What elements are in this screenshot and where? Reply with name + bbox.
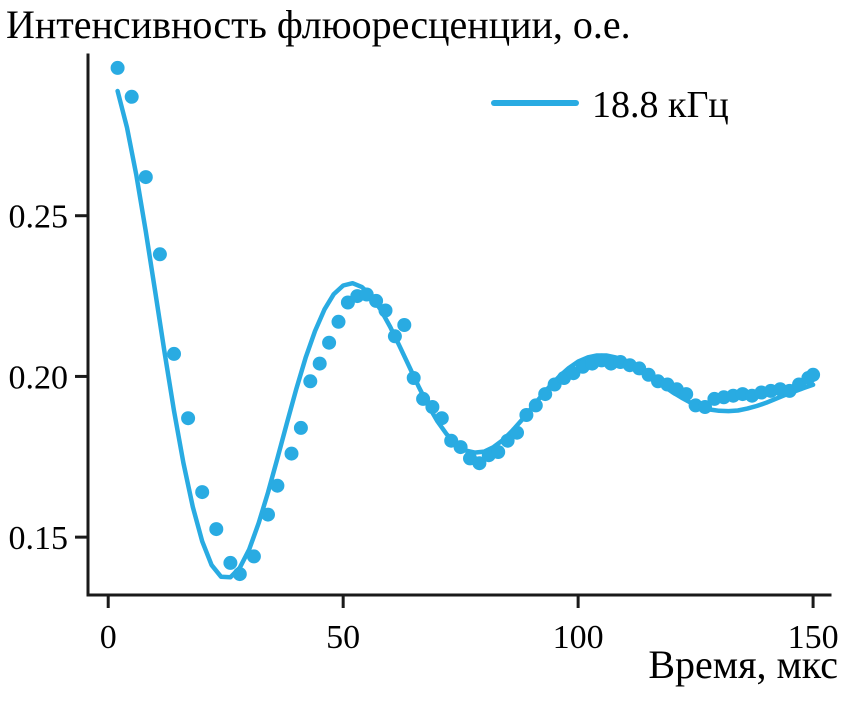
data-point [510,425,524,440]
data-point [425,400,440,414]
fit-line [115,88,816,580]
data-point [416,391,431,406]
data-point [369,293,384,308]
y-tick-label: 0.20 [9,359,69,396]
y-tick-label: 0.25 [9,199,69,236]
chart-title: Интенсивность флюоресценции, о.е. [6,2,631,47]
series-layer [110,60,821,582]
legend-label: 18.8 кГц [592,84,729,126]
data-point [138,170,153,185]
data-point [303,374,318,389]
data-point [453,440,468,455]
x-axis-label: Время, мкс [648,642,838,687]
data-point [806,367,821,382]
data-point [246,549,261,564]
x-tick-label: 0 [100,619,117,656]
data-point [331,314,346,329]
data-point [270,478,285,493]
data-point [406,371,421,385]
data-point [679,387,694,402]
x-tick-label: 50 [326,619,360,656]
data-point [152,247,167,262]
data-point [293,420,308,435]
axes-layer: 0 50 100 150 0.15 0.20 0.25 [9,53,839,656]
data-point [397,318,412,332]
y-tick-label: 0.15 [9,520,69,557]
data-point [232,567,247,582]
data-point [500,433,515,448]
data-point [322,335,337,350]
data-point [434,411,449,426]
data-point [387,329,402,344]
axis-lines [86,53,832,597]
x-tick-label: 100 [553,619,604,656]
data-point [472,456,487,471]
data-point [538,387,553,402]
data-point [491,445,506,459]
data-point [528,398,543,413]
data-point [110,60,125,75]
data-point [519,408,534,422]
data-point [261,507,275,522]
data-point [378,303,393,318]
data-point [223,555,238,570]
data-point [167,346,181,361]
x-tick-label: 150 [788,619,839,656]
data-point [698,400,712,414]
data-point [209,522,224,537]
data-point [312,356,327,371]
legend: 18.8 кГц [491,84,729,126]
data-point [181,411,196,426]
data-point [124,89,139,104]
data-point [195,485,210,500]
data-point [284,446,299,461]
